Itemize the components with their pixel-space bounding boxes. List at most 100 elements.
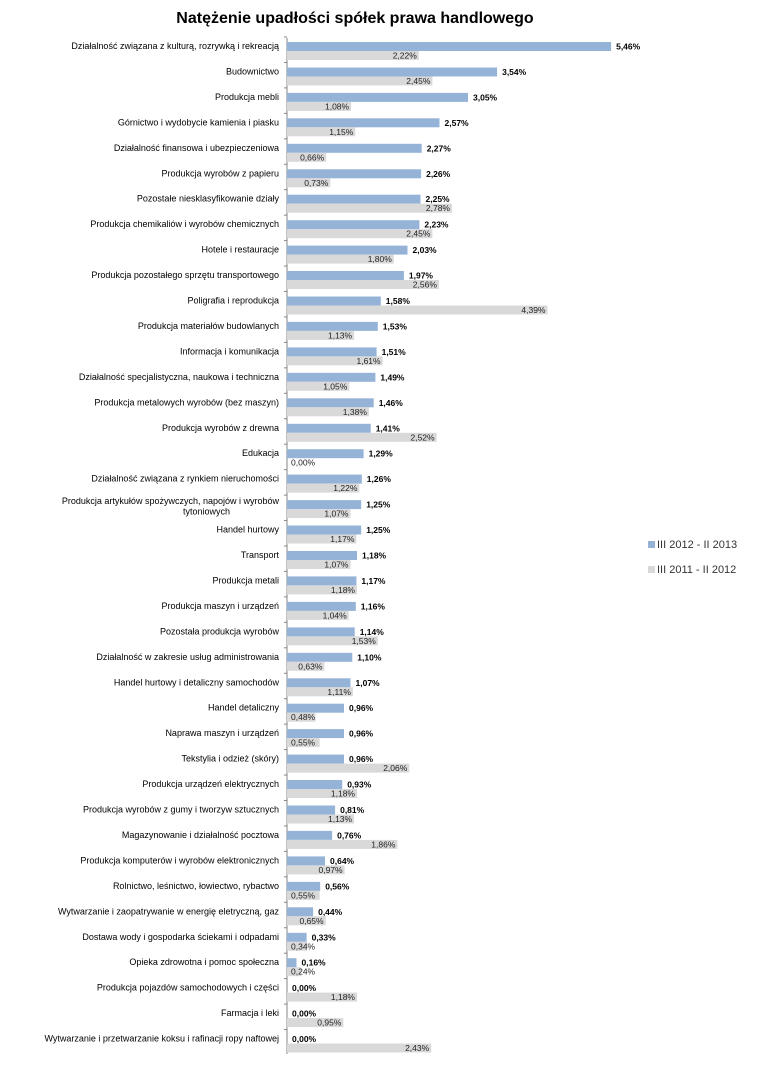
data-label-series-2: 0,48% (291, 712, 316, 722)
data-label-series-2: 1,07% (324, 509, 349, 519)
category-label: Rolnictwo, leśnictwo, łowiectwo, rybactw… (113, 881, 279, 891)
category-label: Tekstylia i odzież (skóry) (181, 754, 279, 764)
data-label-series-1: 1,46% (379, 398, 404, 408)
data-label-series-2: 2,22% (393, 51, 418, 61)
data-label-series-1: 0,96% (349, 703, 374, 713)
data-label-series-2: 0,66% (300, 152, 325, 162)
category-label: Poligrafia i reprodukcja (187, 296, 279, 306)
data-label-series-1: 1,07% (356, 678, 381, 688)
category-label: Pozostała produkcja wyrobów (160, 626, 280, 636)
bar-series-2 (287, 992, 357, 1002)
data-label-series-1: 0,16% (302, 958, 327, 968)
bar-series-1 (287, 347, 377, 357)
data-label-series-1: 2,27% (427, 143, 452, 153)
bar-series-1 (287, 398, 374, 408)
data-label-series-1: 2,57% (445, 118, 470, 128)
bar-series-1 (287, 856, 325, 866)
legend-swatch-series-2 (648, 566, 655, 573)
data-label-series-2: 0,97% (318, 865, 343, 875)
legend-label-series-1: III 2012 - II 2013 (657, 539, 738, 551)
bar-series-2 (287, 712, 316, 722)
data-label-series-1: 2,23% (424, 220, 449, 230)
data-label-series-1: 1,18% (362, 551, 387, 561)
legend: III 2012 - II 2013 III 2011 - II 2012 (648, 538, 737, 588)
category-label: Produkcja chemikaliów i wyrobów chemiczn… (90, 219, 279, 229)
bar-series-1 (287, 143, 422, 153)
category-label: Transport (241, 550, 280, 560)
data-label-series-1: 1,25% (366, 500, 391, 510)
data-label-series-2: 1,05% (323, 381, 348, 391)
bar-series-2 (287, 76, 433, 86)
data-label-series-2: 1,22% (333, 483, 358, 493)
bar-series-2 (287, 254, 394, 264)
bar-series-1 (287, 92, 468, 102)
category-label: Produkcja metali (212, 575, 279, 585)
bar-series-1 (287, 474, 362, 484)
data-label-series-2: 0,55% (291, 738, 316, 748)
data-label-series-1: 1,14% (360, 627, 385, 637)
data-label-series-2: 0,34% (291, 941, 316, 951)
bar-series-2 (287, 534, 357, 544)
bar-series-2 (287, 763, 410, 773)
category-label: Hotele i restauracje (201, 245, 279, 255)
category-label: Handel hurtowy (216, 525, 279, 535)
category-label: Wytwarzanie i zaopatrywanie w energię el… (58, 906, 280, 916)
data-label-series-2: 1,80% (368, 254, 393, 264)
category-label: Wytwarzanie i przetwarzanie koksu i rafi… (44, 1034, 279, 1044)
data-label-series-1: 2,03% (413, 245, 438, 255)
data-label-series-1: 0,00% (292, 1034, 317, 1044)
data-label-series-1: 0,44% (318, 907, 343, 917)
data-label-series-1: 1,25% (366, 525, 391, 535)
bar-series-1 (287, 67, 498, 77)
legend-swatch-series-1 (648, 541, 655, 548)
bar-series-2 (287, 967, 302, 977)
bar-series-2 (287, 432, 437, 442)
bar-series-2 (287, 229, 433, 239)
data-label-series-1: 2,26% (426, 169, 451, 179)
bar-series-1 (287, 780, 343, 789)
category-label: Farmacja i leki (221, 1008, 279, 1018)
bar-series-2 (287, 280, 439, 289)
data-label-series-1: 0,76% (337, 830, 362, 840)
category-label: Dostawa wody i gospodarka ściekami i odp… (82, 932, 279, 942)
data-label-series-2: 0,73% (304, 178, 329, 188)
data-label-series-1: 0,00% (292, 1009, 317, 1019)
legend-label-series-2: III 2011 - II 2012 (657, 564, 737, 576)
data-label-series-2: 1,38% (343, 407, 368, 417)
bar-series-2 (287, 127, 356, 137)
data-label-series-1: 1,29% (369, 449, 394, 459)
bar-series-1 (287, 42, 612, 51)
data-label-series-1: 3,05% (473, 92, 498, 102)
legend-item-series-1: III 2012 - II 2013 (648, 538, 737, 552)
data-label-series-2: 1,86% (371, 839, 396, 849)
category-label: Produkcja wyrobów z gumy i tworzyw sztuc… (83, 805, 279, 815)
bar-series-2 (287, 407, 369, 417)
chart-title: Natężenie upadłości spółek prawa handlow… (176, 10, 534, 27)
legend-item-series-2: III 2011 - II 2012 (648, 563, 737, 577)
data-label-series-2: 1,04% (323, 610, 348, 620)
category-label: Pozostałe niesklasyfikowanie działy (137, 194, 280, 204)
data-label-series-1: 0,00% (292, 983, 317, 993)
bar-series-2 (287, 51, 419, 60)
bar-series-1 (287, 576, 357, 586)
data-label-series-2: 1,61% (356, 356, 381, 366)
bar-series-2 (287, 483, 360, 493)
data-label-series-2: 0,95% (317, 1018, 342, 1028)
bar-series-2 (287, 152, 327, 162)
category-label: Działalność finansowa i ubezpieczeniowa (114, 143, 279, 153)
data-label-series-1: 1,49% (380, 372, 405, 382)
category-label: Handel detaliczny (208, 703, 280, 713)
bar-series-2 (287, 509, 351, 519)
category-label: Działalność w zakresie usług administrow… (96, 652, 279, 662)
category-label: Handel hurtowy i detaliczny samochodów (114, 677, 280, 687)
data-label-series-2: 1,11% (327, 687, 351, 697)
bar-series-2 (287, 178, 331, 188)
data-label-series-2: 2,45% (406, 229, 431, 239)
bar-series-1 (287, 601, 356, 611)
data-label-series-2: 2,52% (410, 432, 435, 442)
bar-series-1 (287, 678, 351, 688)
category-label: Produkcja urządzeń elektrycznych (142, 779, 279, 789)
data-label-series-1: 1,26% (367, 474, 392, 484)
category-label: Produkcja wyrobów z drewna (162, 423, 279, 433)
bar-series-1 (287, 627, 355, 637)
